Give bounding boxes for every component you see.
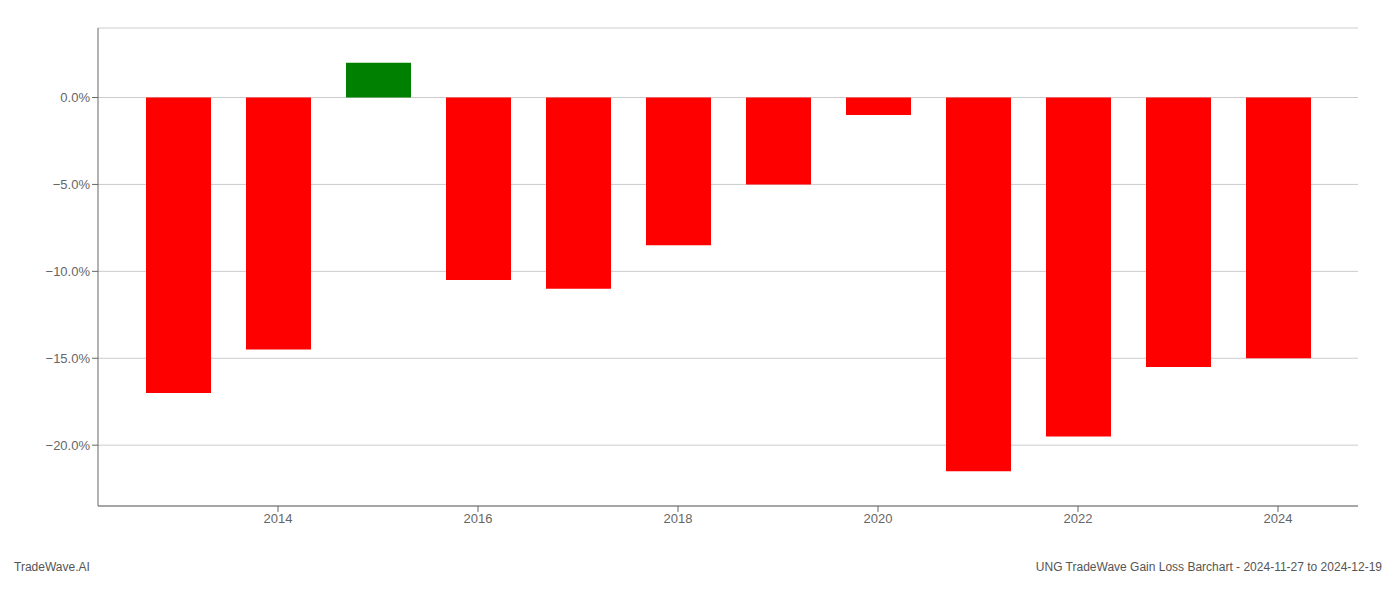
html-text:TradeWave.AI: TradeWave.AI: [14, 560, 90, 574]
svg-text:2022: 2022: [1064, 511, 1093, 526]
svg-text:2018: 2018: [664, 511, 693, 526]
svg-text:−15.0%: −15.0%: [46, 351, 91, 366]
svg-text:2020: 2020: [864, 511, 893, 526]
svg-text:−20.0%: −20.0%: [46, 438, 91, 453]
svg-text:2024: 2024: [1264, 511, 1293, 526]
svg-text:2014: 2014: [264, 511, 293, 526]
svg-text:2016: 2016: [464, 511, 493, 526]
svg-text:0.0%: 0.0%: [60, 90, 90, 105]
svg-text:−5.0%: −5.0%: [53, 177, 91, 192]
html-text:UNG TradeWave Gain Loss Barcha: UNG TradeWave Gain Loss Barchart - 2024-…: [1035, 560, 1382, 574]
svg-text:−10.0%: −10.0%: [46, 264, 91, 279]
